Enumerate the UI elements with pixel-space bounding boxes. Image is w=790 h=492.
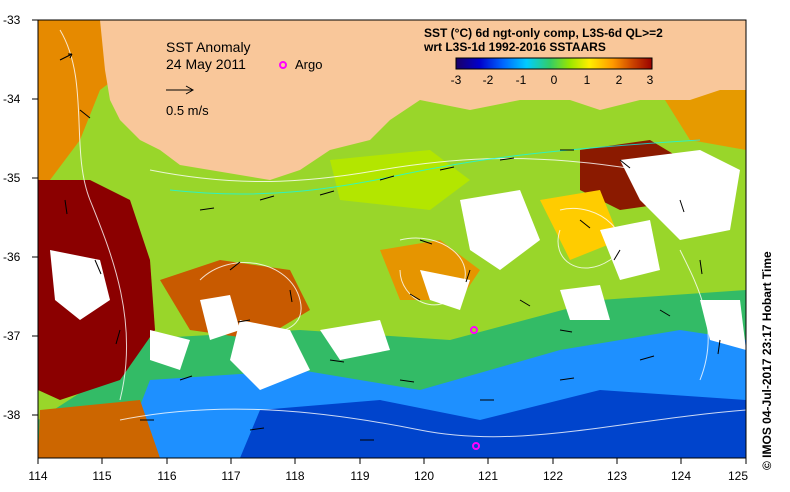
argo-legend-icon (279, 61, 287, 69)
warm-patch-122 (540, 190, 620, 260)
longitude-axis: 114 115 116 117 118 119 120 121 122 123 … (28, 458, 748, 483)
deep-cold-band (240, 390, 746, 458)
warm-patch-sw (38, 400, 160, 458)
map-field (38, 20, 746, 458)
colorbar-tick-label: -2 (483, 73, 494, 87)
map-frame (37, 19, 747, 459)
colorbar-tick-label: 1 (584, 73, 591, 87)
argo-legend-label: Argo (295, 57, 322, 72)
lon-tick-label: 121 (478, 469, 498, 483)
lon-tick-label: 115 (92, 469, 111, 483)
velocity-vectors (59, 53, 721, 441)
lat-tick-label: -33 (3, 13, 21, 27)
lat-tick-label: -37 (3, 329, 21, 343)
lon-tick-label: 114 (28, 469, 47, 483)
lon-tick-label: 122 (543, 469, 563, 483)
map-date: 24 May 2011 (166, 56, 246, 72)
yellow-green-patch (330, 150, 470, 210)
streamlines (59, 29, 746, 438)
colorbar-title: SST (°C) 6d ngt-only comp, L3S-6d QL>=2 (424, 26, 663, 40)
credit-text: © IMOS 04-Jul-2017 23:17 Hobart Time (760, 251, 774, 470)
vector-scale-label: 0.5 m/s (166, 103, 209, 118)
colorbar (455, 57, 653, 70)
lon-tick-label: 119 (350, 469, 369, 483)
lon-tick-label: 117 (221, 469, 240, 483)
colorbar-tick-label: 3 (647, 73, 654, 87)
lon-tick-label: 116 (157, 469, 176, 483)
colorbar-tick-label: 0 (551, 73, 558, 87)
lon-tick-label: 123 (607, 469, 627, 483)
colorbar-tick-label: -1 (516, 73, 527, 87)
lon-tick-label: 120 (414, 469, 434, 483)
colorbar-tick-label: 2 (616, 73, 623, 87)
argo-float (472, 442, 480, 450)
warm-patch-1165 (160, 260, 310, 340)
lat-tick-label: -35 (3, 171, 21, 185)
leeuwin-current (169, 139, 701, 195)
colorbar-ticks: -3 -2 -1 0 1 2 3 (451, 73, 654, 87)
lat-tick-label: -38 (3, 408, 21, 422)
lat-tick-label: -34 (3, 92, 21, 106)
colorbar-tick-label: -3 (451, 73, 462, 87)
map-title: SST Anomaly (166, 39, 251, 55)
colorbar-subtitle: wrt L3S-1d 1992-2016 SSTAARS (423, 40, 606, 54)
latitude-axis: -33 -34 -35 -36 -37 -38 (3, 13, 38, 422)
lon-tick-label: 125 (728, 469, 748, 483)
argo-float (470, 326, 478, 334)
lon-tick-label: 124 (671, 469, 691, 483)
lat-tick-label: -36 (3, 250, 21, 264)
vector-scale-arrow (166, 85, 195, 95)
lon-tick-label: 118 (285, 469, 304, 483)
